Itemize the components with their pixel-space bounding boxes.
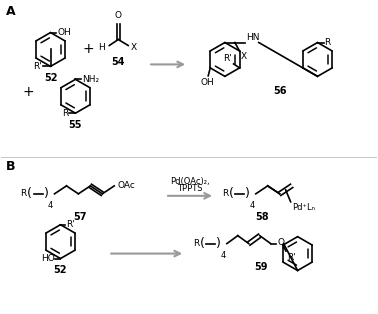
Text: OH: OH bbox=[200, 78, 214, 87]
Text: 57: 57 bbox=[74, 212, 87, 222]
Text: H: H bbox=[99, 43, 105, 52]
Text: NH₂: NH₂ bbox=[82, 75, 99, 84]
Text: 56: 56 bbox=[273, 86, 287, 96]
Text: R': R' bbox=[67, 220, 75, 229]
Text: 54: 54 bbox=[112, 57, 125, 68]
Text: +: + bbox=[23, 85, 34, 99]
Text: R': R' bbox=[287, 253, 296, 262]
Text: ): ) bbox=[217, 237, 222, 250]
Text: 52: 52 bbox=[44, 73, 57, 84]
Text: O: O bbox=[115, 11, 122, 19]
Text: X: X bbox=[241, 52, 247, 62]
Text: Pd(OAc)₂,: Pd(OAc)₂, bbox=[170, 177, 210, 186]
Text: R: R bbox=[222, 189, 228, 198]
Text: OH: OH bbox=[57, 28, 71, 37]
Text: R': R' bbox=[33, 62, 42, 71]
Text: TPPTS: TPPTS bbox=[177, 184, 203, 193]
Text: 4: 4 bbox=[249, 201, 254, 210]
Text: O: O bbox=[278, 238, 285, 247]
Text: 59: 59 bbox=[254, 262, 268, 272]
Text: Pd⁺Lₙ: Pd⁺Lₙ bbox=[293, 203, 316, 212]
Text: R: R bbox=[62, 109, 68, 118]
Text: R': R' bbox=[223, 54, 232, 63]
Text: +: + bbox=[82, 42, 94, 57]
Text: R: R bbox=[21, 189, 27, 198]
Text: R: R bbox=[324, 38, 331, 47]
Text: (: ( bbox=[228, 187, 233, 200]
Text: HN: HN bbox=[246, 33, 259, 41]
Text: OAc: OAc bbox=[117, 181, 135, 190]
Text: R: R bbox=[193, 239, 199, 248]
Text: (: ( bbox=[200, 237, 204, 250]
Text: 55: 55 bbox=[69, 120, 82, 130]
Text: ): ) bbox=[245, 187, 250, 200]
Text: 4: 4 bbox=[220, 251, 226, 260]
Text: HO: HO bbox=[41, 254, 54, 263]
Text: 4: 4 bbox=[48, 201, 53, 210]
Text: X: X bbox=[131, 43, 137, 52]
Text: 58: 58 bbox=[255, 212, 268, 222]
Text: 52: 52 bbox=[54, 264, 67, 274]
Text: ): ) bbox=[44, 187, 49, 200]
Text: (: ( bbox=[27, 187, 32, 200]
Text: B: B bbox=[6, 160, 15, 173]
Text: A: A bbox=[6, 5, 15, 18]
